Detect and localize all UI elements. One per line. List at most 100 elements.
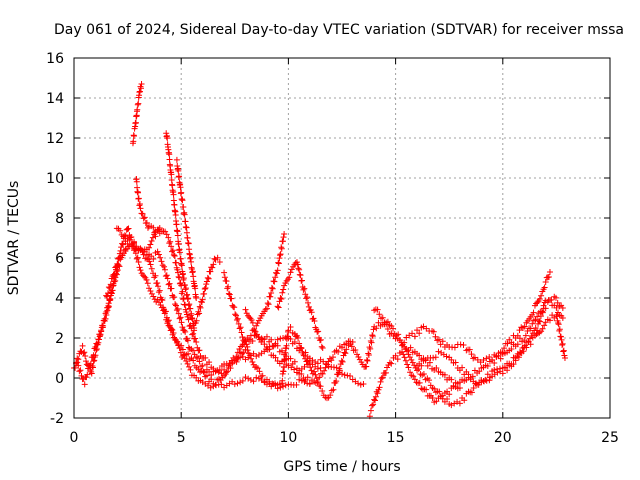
data-point <box>156 225 163 231</box>
data-point <box>167 327 174 334</box>
data-point <box>193 374 200 381</box>
data-point <box>150 255 157 262</box>
data-point <box>561 355 568 361</box>
data-point <box>252 328 259 335</box>
data-point <box>267 293 274 300</box>
data-point <box>555 320 562 327</box>
data-point <box>249 358 256 365</box>
data-point <box>151 274 158 281</box>
data-point <box>278 347 285 354</box>
data-point <box>204 274 211 281</box>
data-point <box>211 255 218 262</box>
data-point <box>171 201 178 208</box>
data-point <box>314 365 321 372</box>
data-point <box>255 334 262 341</box>
data-point <box>527 341 534 348</box>
data-point <box>164 318 171 325</box>
data-point <box>136 88 143 95</box>
data-point <box>242 374 249 381</box>
data-point <box>172 212 179 219</box>
data-point <box>163 272 170 279</box>
data-point <box>183 224 190 231</box>
data-point <box>491 366 498 373</box>
data-point <box>100 322 107 329</box>
data-point <box>319 370 326 377</box>
data-point <box>133 243 140 250</box>
data-point <box>74 359 81 366</box>
data-point <box>456 400 463 407</box>
data-point <box>296 271 303 278</box>
data-point <box>341 371 348 378</box>
data-point <box>179 270 186 277</box>
data-point <box>293 381 300 388</box>
data-point <box>523 344 530 351</box>
data-point <box>247 377 254 384</box>
data-point <box>235 354 242 361</box>
data-point <box>297 272 304 279</box>
data-point <box>77 348 84 355</box>
data-point <box>429 394 436 401</box>
plot-frame <box>73 57 611 419</box>
data-point <box>411 376 418 383</box>
data-point <box>148 238 155 245</box>
data-point <box>335 348 342 355</box>
data-point <box>163 231 170 238</box>
data-point <box>197 304 204 311</box>
data-point <box>196 347 203 354</box>
data-point <box>374 390 381 397</box>
data-point <box>532 316 539 323</box>
data-point <box>84 371 91 378</box>
data-point <box>272 354 279 361</box>
data-point <box>172 302 179 309</box>
data-point <box>106 285 113 292</box>
data-point <box>536 318 543 325</box>
data-point <box>418 362 425 369</box>
data-point <box>310 315 317 322</box>
data-point <box>75 356 82 363</box>
data-point <box>248 317 255 324</box>
data-point <box>408 356 415 363</box>
data-point <box>416 379 423 386</box>
data-point <box>538 292 545 299</box>
data-point <box>420 371 427 377</box>
data-point <box>202 354 209 361</box>
data-point <box>237 379 244 386</box>
data-point <box>203 281 210 288</box>
data-point <box>328 357 335 364</box>
data-point <box>553 304 560 311</box>
data-point <box>416 352 423 359</box>
data-point <box>151 229 158 236</box>
data-point <box>463 368 470 375</box>
data-point <box>238 329 245 336</box>
data-point <box>221 274 228 281</box>
data-point <box>176 315 183 322</box>
data-point <box>166 151 173 158</box>
data-point <box>430 328 437 335</box>
data-point <box>280 234 287 241</box>
data-point <box>279 289 286 296</box>
data-point <box>410 373 417 380</box>
data-point <box>175 167 182 174</box>
data-point <box>298 345 305 352</box>
data-point <box>365 351 372 358</box>
data-point <box>122 246 129 253</box>
data-point <box>180 352 187 359</box>
data-point <box>201 286 208 293</box>
data-point <box>382 369 389 376</box>
data-point <box>414 327 421 334</box>
data-point <box>190 357 197 364</box>
data-point <box>164 275 171 282</box>
data-point <box>90 352 97 359</box>
data-point <box>229 360 236 367</box>
data-point <box>179 324 186 331</box>
data-point <box>155 289 162 296</box>
data-point <box>538 308 545 315</box>
data-point <box>104 290 111 297</box>
data-point <box>136 89 143 96</box>
data-point <box>181 211 188 218</box>
data-point <box>76 368 83 375</box>
data-point <box>115 255 122 262</box>
data-point <box>555 321 562 328</box>
data-point <box>515 354 522 361</box>
data-point <box>189 315 196 322</box>
